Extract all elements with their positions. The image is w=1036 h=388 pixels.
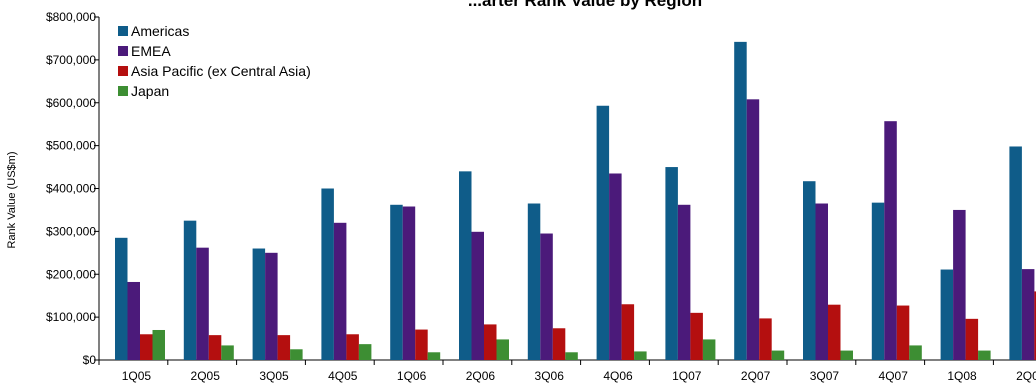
plot-area: $0 $100,000 $200,000 $300,000 $400,000 $500,0… — [46, 10, 1036, 383]
bar-japan-3q05 — [290, 349, 303, 360]
bar-emea-2q05 — [196, 247, 209, 360]
bar-emea-2q06 — [471, 231, 484, 360]
legend: Americas EMEA Asia Pacific (ex Central Asi… — [118, 23, 311, 99]
x-tick-label: 2Q05 — [191, 369, 221, 383]
bar-emea-1q06 — [402, 206, 416, 360]
legend-swatch-emea — [118, 46, 128, 56]
bar-japan-1q07 — [702, 339, 716, 360]
legend-swatch-americas — [118, 26, 128, 36]
bar-asia-pacific-ex-central-asia--1q07 — [690, 312, 703, 360]
bar-americas-3q06 — [527, 203, 541, 360]
bar-asia-pacific-ex-central-asia--1q05 — [140, 334, 153, 360]
bar-japan-4q06 — [634, 351, 647, 360]
bar-asia-pacific-ex-central-asia--3q07 — [828, 304, 841, 360]
legend-label-emea: EMEA — [131, 43, 171, 59]
bar-japan-1q05 — [152, 329, 165, 360]
bar-emea-4q06 — [609, 173, 622, 360]
bar-americas-1q07 — [665, 167, 678, 360]
bar-asia-pacific-ex-central-asia--3q06 — [552, 328, 566, 360]
legend-swatch-japan — [118, 86, 128, 96]
x-tick-label: 4Q05 — [328, 369, 358, 383]
bar-americas-4q05 — [321, 188, 334, 360]
bar-emea-3q05 — [265, 252, 278, 360]
bar-americas-2q08 — [1009, 146, 1022, 360]
bar-japan-1q08 — [978, 350, 991, 360]
bar-asia-pacific-ex-central-asia--3q05 — [277, 335, 291, 360]
x-tick-label: 4Q07 — [879, 369, 909, 383]
chart-title: ...arter Rank Value by Region — [468, 0, 702, 10]
y-axis-title: Rank Value (US$m) — [6, 152, 18, 249]
y-tick-label: $500,000 — [46, 139, 96, 153]
x-tick-label: 1Q07 — [672, 369, 702, 383]
x-tick-label: 3Q06 — [535, 369, 565, 383]
bar-emea-1q08 — [953, 209, 966, 360]
bar-japan-2q07 — [771, 350, 785, 360]
y-tick-label: $700,000 — [46, 53, 96, 67]
bar-japan-4q05 — [358, 344, 372, 360]
bar-emea-4q07 — [884, 121, 897, 360]
bar-asia-pacific-ex-central-asia--2q08 — [1034, 291, 1036, 360]
x-tick-label: 1Q08 — [947, 369, 977, 383]
x-tick-label: 3Q05 — [259, 369, 289, 383]
bar-asia-pacific-ex-central-asia--4q05 — [346, 334, 359, 360]
bar-asia-pacific-ex-central-asia--2q06 — [484, 324, 497, 360]
x-tick-label: 2Q08 — [1016, 369, 1036, 383]
bar-americas-1q08 — [940, 269, 954, 360]
bar-emea-3q06 — [540, 233, 553, 360]
legend-label-japan: Japan — [131, 83, 169, 99]
bar-emea-2q07 — [746, 99, 760, 360]
bar-emea-1q07 — [677, 204, 691, 360]
bar-americas-3q05 — [252, 248, 266, 360]
x-tick-label: 2Q07 — [741, 369, 771, 383]
bar-emea-4q05 — [333, 222, 347, 360]
bar-japan-2q06 — [496, 339, 509, 360]
bar-americas-4q06 — [596, 105, 610, 360]
y-tick-label: $300,000 — [46, 224, 96, 238]
bar-asia-pacific-ex-central-asia--1q06 — [415, 329, 428, 360]
bar-americas-3q07 — [803, 181, 816, 360]
y-tick-label: $600,000 — [46, 96, 96, 110]
bar-emea-1q05 — [127, 281, 140, 360]
bar-americas-1q06 — [390, 204, 403, 360]
y-tick-label: $800,000 — [46, 10, 96, 24]
bar-asia-pacific-ex-central-asia--4q07 — [896, 305, 910, 360]
legend-label-asia-pacific-ex-central-asia-: Asia Pacific (ex Central Asia) — [131, 63, 311, 79]
bar-americas-1q05 — [115, 237, 128, 360]
bar-japan-4q07 — [909, 345, 922, 360]
legend-label-americas: Americas — [131, 23, 189, 39]
bar-americas-2q06 — [459, 171, 472, 360]
y-tick-label: $400,000 — [46, 182, 96, 196]
bar-americas-4q07 — [871, 202, 885, 360]
x-tick-label: 1Q05 — [122, 369, 152, 383]
y-tick-label: $100,000 — [46, 310, 96, 324]
x-tick-label: 3Q07 — [810, 369, 840, 383]
x-tick-label: 1Q06 — [397, 369, 427, 383]
bar-asia-pacific-ex-central-asia--2q07 — [759, 318, 772, 360]
bar-japan-3q06 — [565, 352, 578, 360]
bar-asia-pacific-ex-central-asia--4q06 — [621, 304, 635, 360]
x-tick-label: 2Q06 — [466, 369, 496, 383]
bar-japan-3q07 — [840, 350, 853, 360]
bar-emea-3q07 — [815, 203, 828, 360]
bar-americas-2q05 — [183, 220, 197, 360]
y-tick-label: $200,000 — [46, 267, 96, 281]
bar-japan-1q06 — [427, 352, 441, 360]
bar-asia-pacific-ex-central-asia--2q05 — [208, 335, 222, 360]
y-tick-label: $0 — [83, 353, 97, 367]
bar-emea-2q08 — [1021, 269, 1035, 360]
x-tick-label: 4Q06 — [603, 369, 633, 383]
bar-asia-pacific-ex-central-asia--1q08 — [965, 318, 979, 360]
bar-japan-2q05 — [221, 345, 234, 360]
bar-americas-2q07 — [734, 41, 747, 361]
legend-swatch-asia-pacific-ex-central-asia- — [118, 66, 128, 76]
